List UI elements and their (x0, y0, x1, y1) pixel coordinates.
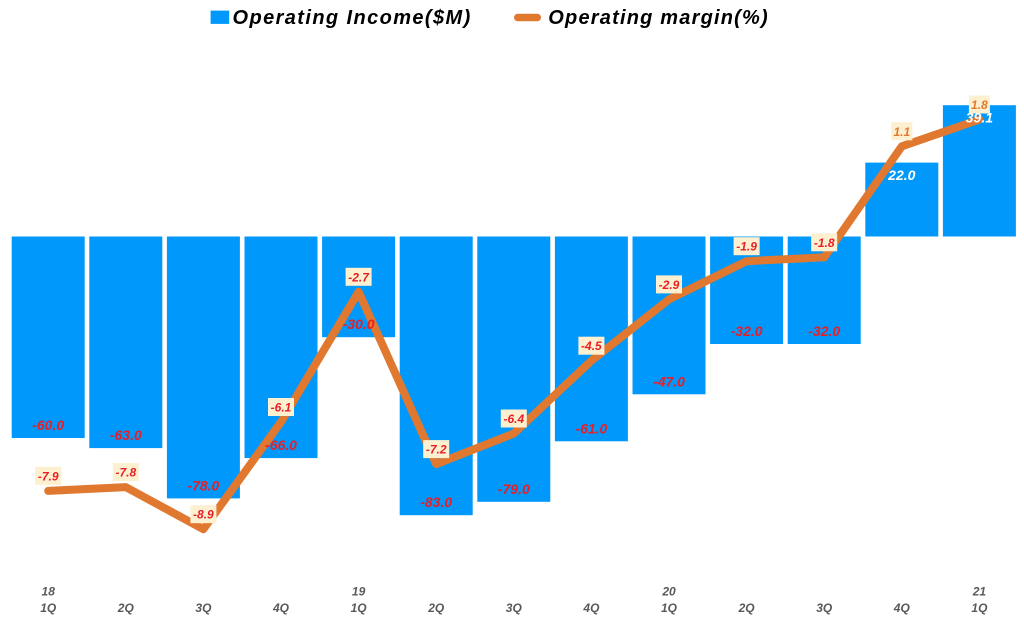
svg-text:3Q: 3Q (816, 601, 833, 615)
svg-text:18: 18 (42, 585, 56, 599)
svg-text:22.0: 22.0 (887, 167, 915, 183)
svg-text:-61.0: -61.0 (575, 420, 607, 436)
svg-text:2Q: 2Q (427, 601, 445, 615)
svg-text:4Q: 4Q (272, 601, 290, 615)
svg-text:20: 20 (661, 585, 676, 599)
svg-text:-32.0: -32.0 (808, 323, 840, 339)
svg-text:-6.1: -6.1 (271, 401, 292, 415)
svg-text:2Q: 2Q (738, 601, 756, 615)
svg-text:1.1: 1.1 (893, 125, 910, 139)
svg-text:4Q: 4Q (582, 601, 600, 615)
svg-text:-60.0: -60.0 (32, 417, 64, 433)
svg-text:2Q: 2Q (117, 601, 135, 615)
svg-text:1Q: 1Q (351, 601, 368, 615)
svg-text:-1.9: -1.9 (736, 240, 757, 254)
svg-text:-32.0: -32.0 (731, 323, 763, 339)
svg-text:3Q: 3Q (506, 601, 523, 615)
svg-text:4Q: 4Q (893, 601, 911, 615)
svg-text:-1.8: -1.8 (814, 236, 835, 250)
svg-text:-7.8: -7.8 (115, 466, 136, 480)
svg-text:-78.0: -78.0 (187, 477, 219, 493)
svg-text:-7.2: -7.2 (426, 443, 447, 457)
svg-text:Operating Income($M): Operating Income($M) (233, 7, 472, 29)
svg-text:1Q: 1Q (40, 601, 57, 615)
svg-text:-2.7: -2.7 (348, 270, 370, 284)
svg-text:-30.0: -30.0 (343, 316, 375, 332)
svg-text:-8.9: -8.9 (193, 508, 214, 522)
svg-text:-4.5: -4.5 (581, 339, 602, 353)
svg-text:1Q: 1Q (971, 601, 988, 615)
svg-text:-83.0: -83.0 (420, 494, 452, 510)
svg-text:1Q: 1Q (661, 601, 678, 615)
svg-text:1.8: 1.8 (971, 98, 988, 112)
svg-text:-47.0: -47.0 (653, 373, 685, 389)
svg-text:-66.0: -66.0 (265, 437, 297, 453)
svg-text:-63.0: -63.0 (110, 427, 142, 443)
svg-text:-6.4: -6.4 (503, 412, 524, 426)
svg-text:3Q: 3Q (195, 601, 212, 615)
svg-text:-79.0: -79.0 (498, 481, 530, 497)
svg-text:19: 19 (352, 585, 366, 599)
svg-text:21: 21 (972, 585, 987, 599)
svg-text:39.1: 39.1 (966, 110, 993, 126)
svg-text:-2.9: -2.9 (659, 278, 680, 292)
svg-text:Operating margin(%): Operating margin(%) (548, 7, 769, 29)
svg-text:-7.9: -7.9 (38, 469, 59, 483)
